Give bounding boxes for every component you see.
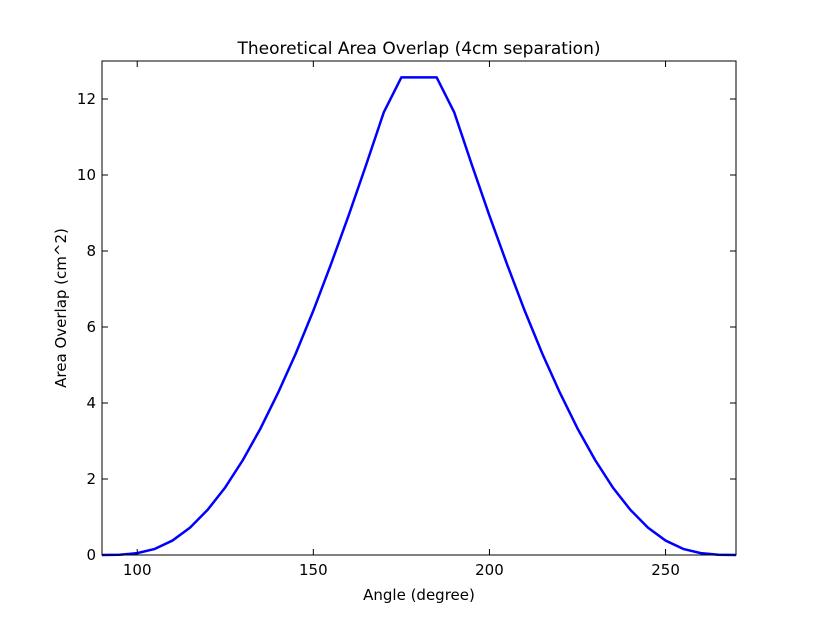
y-tick-label: 10 bbox=[77, 166, 96, 184]
x-tick-label: 100 bbox=[123, 561, 152, 579]
x-tick-label: 250 bbox=[651, 561, 680, 579]
y-axis-label: Area Overlap (cm^2) bbox=[52, 228, 70, 388]
series-line-0 bbox=[101, 76, 737, 557]
y-tick-label: 0 bbox=[86, 546, 96, 564]
y-tick-label: 4 bbox=[86, 394, 96, 412]
y-tick-label: 6 bbox=[86, 318, 96, 336]
x-axis-label: Angle (degree) bbox=[363, 586, 475, 604]
x-tick-label: 150 bbox=[299, 561, 328, 579]
y-tick-label: 12 bbox=[77, 90, 96, 108]
y-tick-label: 8 bbox=[86, 242, 96, 260]
chart-title: Theoretical Area Overlap (4cm separation… bbox=[236, 39, 600, 59]
x-tick-label: 200 bbox=[475, 561, 504, 579]
plot-area-frame bbox=[101, 60, 737, 556]
y-tick-label: 2 bbox=[86, 470, 96, 488]
